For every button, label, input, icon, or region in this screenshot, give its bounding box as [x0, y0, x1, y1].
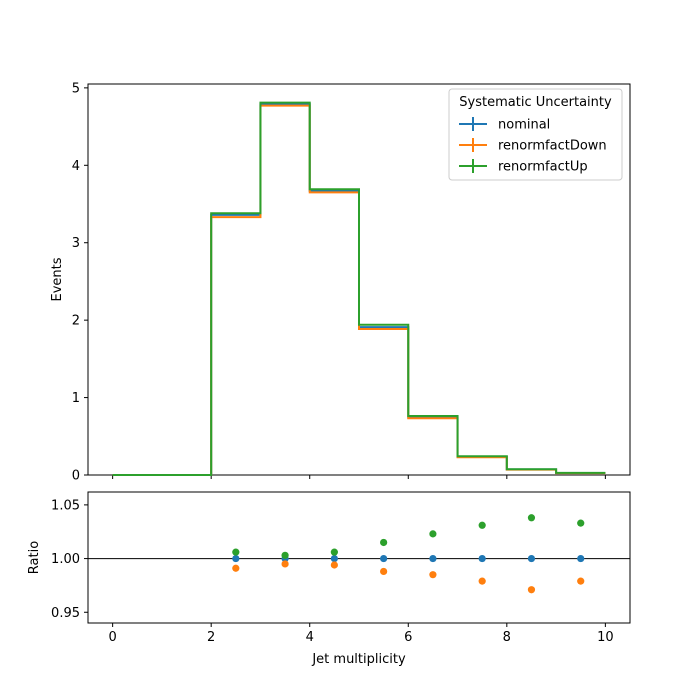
legend-box [448, 88, 623, 181]
legend: Systematic Uncertainty nominal renormfactD… [448, 88, 623, 181]
legend-label-renormfactDown: renormfactDown [498, 139, 607, 154]
ratio-point-renormfactDown [527, 586, 536, 594]
ratio-point-renormfactDown [330, 561, 338, 569]
step-line-renormfactUp [112, 101, 606, 476]
ratio-point-renormfactDown [478, 577, 486, 585]
x-tick-label: 6 [404, 630, 412, 645]
ratio-point-nominal [527, 554, 536, 563]
ratio-point-renormfactUp [478, 521, 486, 529]
ratio-plot-panel: 0 2 4 6 8 10 0.95 1.00 1.05 Ratio Jet multiplicity [27, 491, 631, 667]
ratio-point-renormfactUp [577, 519, 585, 527]
y-tick-label: 1 [72, 391, 80, 406]
ratio-point-renormfactDown [380, 567, 388, 576]
ratio-point-nominal [380, 554, 388, 563]
axes-frame [87, 491, 631, 624]
y-tick-label: 4 [72, 159, 80, 174]
ratio-point-nominal [232, 554, 240, 563]
ratio-point-renormfactDown [429, 571, 437, 579]
ratio-point-nominal [330, 554, 338, 563]
y-tick-label: 0 [72, 469, 80, 484]
legend-label-renormfactUp: renormfactUp [498, 160, 588, 175]
ratio-point-renormfactUp [380, 538, 388, 547]
x-tick-label: 2 [207, 630, 215, 645]
y-axis-label: Ratio [27, 541, 42, 574]
y-tick-label: 3 [72, 236, 80, 251]
ratio-point-renormfactDown [281, 560, 289, 568]
ratio-point-renormfactDown [232, 564, 240, 572]
ratio-point-nominal [577, 554, 585, 563]
legend-title: Systematic Uncertainty [459, 95, 612, 110]
ratio-point-renormfactUp [429, 530, 437, 538]
x-axis-label: Jet multiplicity [311, 652, 406, 667]
y-tick-label: 2 [72, 314, 80, 329]
y-axis-label: Events [50, 257, 65, 301]
ratio-point-renormfactDown [577, 577, 585, 585]
ratio-point-renormfactUp [330, 548, 338, 556]
x-tick-label: 10 [597, 630, 614, 645]
y-tick-label: 1.05 [51, 498, 80, 513]
ratio-point-nominal [429, 554, 437, 563]
x-tick-label: 0 [108, 630, 116, 645]
ratio-point-nominal [478, 554, 486, 563]
ratio-point-renormfactUp [527, 514, 536, 522]
legend-label-nominal: nominal [498, 118, 550, 133]
x-tick-label: 4 [306, 630, 314, 645]
ratio-point-renormfactUp [232, 548, 240, 556]
main-plot-panel: 0 1 2 3 4 5 Events [50, 81, 631, 484]
y-tick-label: 5 [72, 81, 80, 96]
axes-frame [87, 83, 631, 476]
y-tick-label: 0.95 [51, 606, 80, 621]
x-tick-label: 8 [503, 630, 511, 645]
y-tick-label: 1.00 [51, 552, 80, 567]
ratio-point-renormfactUp [281, 551, 289, 559]
